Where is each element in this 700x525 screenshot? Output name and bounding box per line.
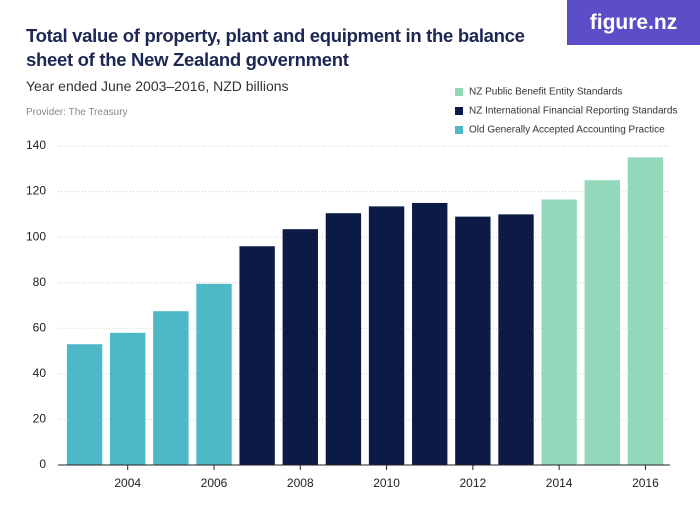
bar (412, 202, 448, 465)
x-tick-label: 2014 (546, 476, 573, 490)
y-tick-label: 60 (33, 320, 47, 334)
y-tick-label: 120 (26, 184, 46, 198)
chart-title: Total value of property, plant and equip… (26, 25, 525, 70)
x-tick-label: 2012 (460, 476, 487, 490)
bar (196, 283, 232, 465)
bar (584, 180, 620, 465)
bar (498, 214, 534, 465)
legend-label: NZ Public Benefit Entity Standards (469, 87, 622, 98)
x-tick-label: 2006 (201, 476, 228, 490)
bar (66, 344, 103, 465)
y-tick-label: 100 (26, 229, 46, 243)
provider: Provider: The Treasury (26, 107, 128, 118)
bar (541, 199, 577, 465)
y-tick-label: 40 (33, 366, 47, 380)
bar (325, 213, 362, 465)
x-tick-label: 2016 (632, 476, 659, 490)
legend-swatch (455, 107, 463, 115)
legend-label: Old Generally Accepted Accounting Practi… (469, 125, 665, 136)
bar (627, 157, 664, 465)
chart-subtitle: Year ended June 2003–2016, NZD billions (26, 78, 289, 94)
x-tick-label: 2004 (114, 476, 141, 490)
bar (455, 216, 491, 465)
y-tick-label: 0 (39, 457, 46, 471)
bar (282, 229, 318, 465)
bar (110, 332, 146, 465)
bar (239, 246, 275, 465)
y-tick-label: 80 (33, 275, 47, 289)
y-tick-label: 140 (26, 138, 46, 152)
legend-label: NZ International Financial Reporting Sta… (469, 106, 677, 117)
x-tick-label: 2010 (373, 476, 400, 490)
bar (368, 206, 405, 465)
x-tick-label: 2008 (287, 476, 314, 490)
y-tick-label: 20 (33, 412, 47, 426)
logo: figure.nz (567, 0, 700, 45)
legend-swatch (455, 126, 463, 134)
bar (153, 311, 189, 465)
legend-swatch (455, 88, 463, 96)
